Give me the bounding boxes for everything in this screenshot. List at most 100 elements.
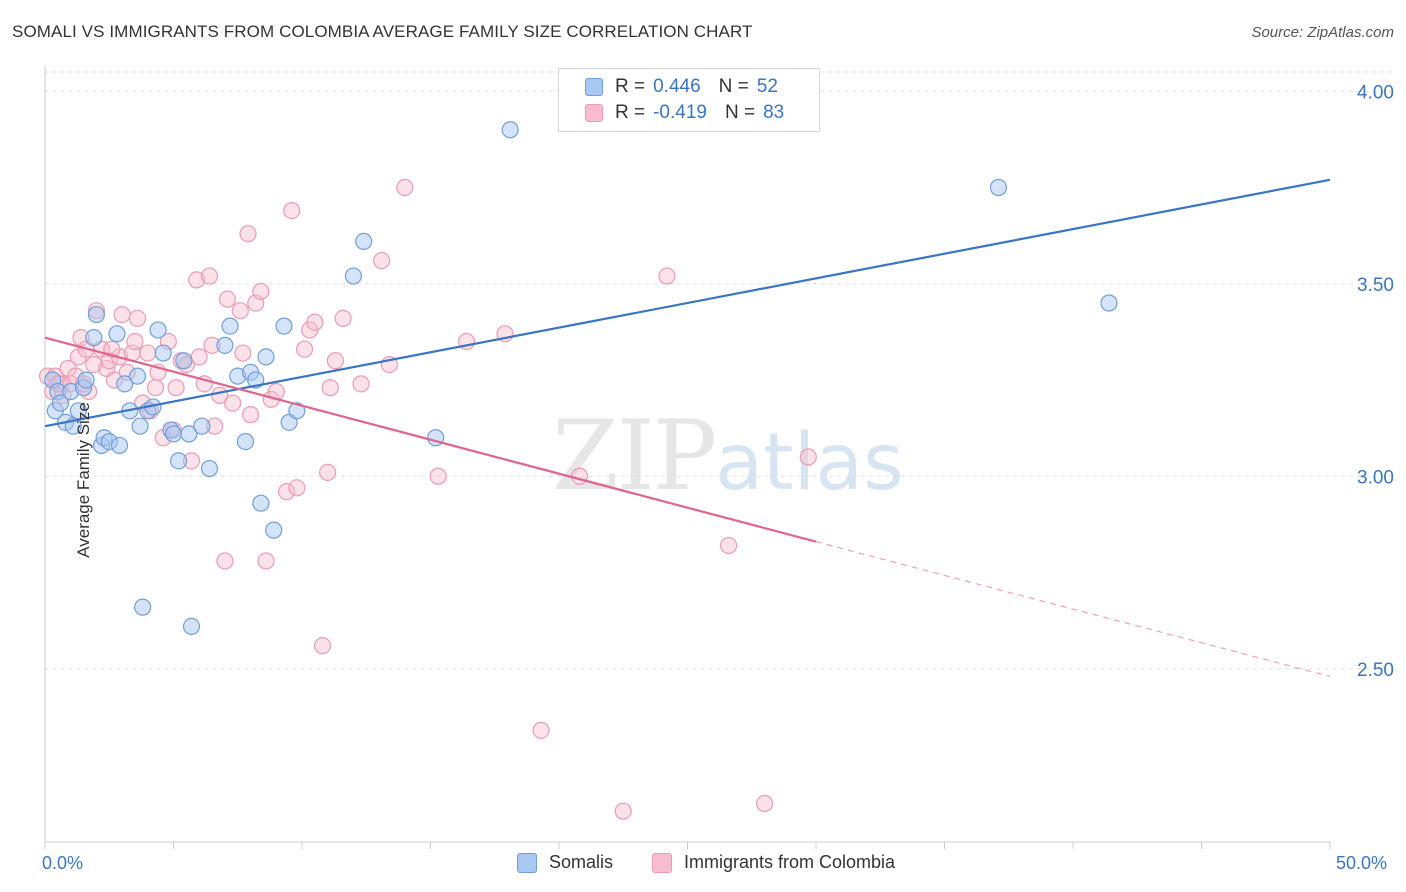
somali-point xyxy=(77,371,95,389)
colombia-point xyxy=(242,406,260,424)
source-label: Source: ZipAtlas.com xyxy=(1251,24,1394,41)
colombia-point xyxy=(188,271,206,289)
colombia-point xyxy=(190,348,208,366)
colombia-point xyxy=(283,202,301,220)
colombia-point xyxy=(755,794,774,813)
y-tick-label: 3.00 xyxy=(1357,467,1394,488)
legend-item-somalis[interactable]: Somalis xyxy=(517,852,613,873)
colombia-point xyxy=(532,721,550,739)
legend-item-colombia[interactable]: Immigrants from Colombia xyxy=(652,852,895,873)
r-value: 0.446 xyxy=(653,76,701,97)
somali-point xyxy=(200,459,219,478)
legend-row-somalis: R = 0.446 N = 52 xyxy=(585,75,778,99)
colombia-point xyxy=(614,802,632,820)
n-value: 83 xyxy=(763,102,785,123)
colombia-point xyxy=(799,448,817,466)
somali-point xyxy=(85,329,103,347)
colombia-point xyxy=(313,637,332,655)
colombia-point xyxy=(334,309,352,327)
somali-point xyxy=(216,336,234,354)
somali-point xyxy=(257,348,275,366)
somali-point xyxy=(236,433,255,451)
x-tick-label-max: 50.0% xyxy=(1336,853,1388,873)
legend-label-somalis: Somalis xyxy=(549,852,614,872)
somali-point xyxy=(221,317,239,335)
somali-point xyxy=(134,598,152,616)
colombia-point xyxy=(224,394,242,412)
somali-point xyxy=(355,232,373,250)
y-tick-labels: 2.50 3.00 3.50 4.00 xyxy=(1357,82,1394,681)
somali-point xyxy=(288,402,306,420)
somali-point xyxy=(1100,294,1118,312)
colombia-trend-extension xyxy=(815,541,1331,678)
colombia-trend-line xyxy=(44,336,817,543)
colombia-point xyxy=(373,252,391,270)
colombia-point xyxy=(306,313,324,331)
chart-title: SOMALI VS IMMIGRANTS FROM COLOMBIA AVERA… xyxy=(12,22,753,41)
colombia-point xyxy=(295,340,314,358)
colombia-point xyxy=(139,344,157,362)
colombia-point xyxy=(277,483,296,501)
colombia-point xyxy=(126,332,144,351)
somali-point xyxy=(128,367,147,385)
somali-point xyxy=(180,425,198,443)
colombia-points xyxy=(38,178,817,820)
somali-point xyxy=(989,178,1008,197)
legend-row-colombia: R = -0.419 N = 83 xyxy=(585,101,784,125)
somali-point xyxy=(87,305,106,324)
n-value: 52 xyxy=(756,76,778,97)
somali-swatch xyxy=(585,78,603,96)
n-label: N = xyxy=(718,76,749,97)
legend-stats: R = 0.446 N = 52 R = -0.419 N = 83 xyxy=(558,68,820,132)
somali-point xyxy=(193,417,211,435)
somali-point xyxy=(175,352,193,370)
colombia-point xyxy=(200,267,219,285)
trend-lines xyxy=(44,178,1331,678)
colombia-swatch xyxy=(652,852,672,873)
colombia-point xyxy=(429,467,447,485)
y-tick-label: 2.50 xyxy=(1357,660,1394,681)
colombia-point xyxy=(321,379,339,397)
somali-point xyxy=(170,452,188,470)
colombia-point xyxy=(218,290,237,308)
y-tick-label: 4.00 xyxy=(1357,82,1394,103)
somali-point xyxy=(182,617,201,636)
colombia-point xyxy=(252,282,270,301)
legend-label-colombia: Immigrants from Colombia xyxy=(684,852,896,872)
colombia-point xyxy=(146,379,165,397)
y-tick-label: 3.50 xyxy=(1357,275,1394,296)
colombia-point xyxy=(239,225,257,243)
somali-point xyxy=(131,417,149,435)
somali-point xyxy=(501,121,519,139)
somali-point xyxy=(164,425,183,443)
colombia-point xyxy=(257,552,275,570)
somali-swatch xyxy=(517,852,537,873)
n-label: N = xyxy=(724,102,756,123)
colombia-point xyxy=(113,305,131,324)
colombia-point xyxy=(570,467,589,485)
colombia-point xyxy=(396,178,414,197)
colombia-point xyxy=(720,536,738,555)
somali-point xyxy=(116,375,134,393)
somali-trend-line xyxy=(44,178,1331,428)
colombia-point xyxy=(128,309,147,327)
somali-point xyxy=(149,321,167,339)
y-axis-label: Average Family Size xyxy=(73,402,93,558)
somali-point xyxy=(110,436,129,455)
colombia-point xyxy=(658,267,676,285)
colombia-swatch xyxy=(585,104,603,122)
x-tick-label-min: 0.0% xyxy=(42,853,84,873)
colombia-point xyxy=(216,552,234,570)
colombia-point xyxy=(231,302,249,320)
r-label: R = xyxy=(615,102,646,123)
colombia-point xyxy=(319,463,337,481)
colombia-point xyxy=(326,352,345,370)
watermark-atlas: atlas xyxy=(715,418,904,508)
axes xyxy=(44,66,1331,849)
colombia-point xyxy=(167,379,185,397)
r-label: R = xyxy=(615,76,646,97)
somali-point xyxy=(275,317,293,335)
somali-point xyxy=(51,394,70,412)
colombia-point xyxy=(234,344,252,362)
colombia-point xyxy=(288,479,306,497)
